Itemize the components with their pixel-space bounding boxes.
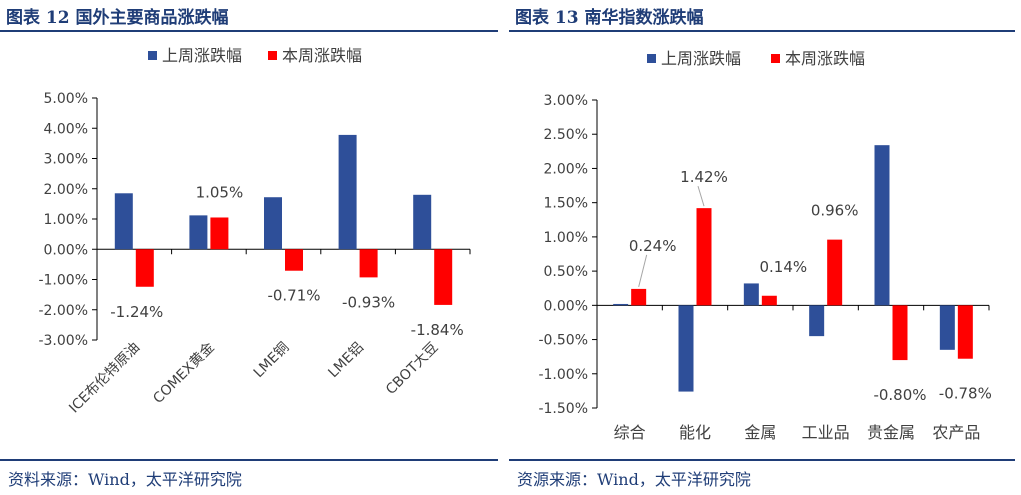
y-tick-label: -2.00%: [38, 303, 88, 319]
title-rule: [509, 30, 1015, 32]
legend-label: 本周涨跌幅: [282, 46, 362, 65]
data-label: -0.71%: [267, 287, 320, 305]
y-tick-label: -1.00%: [538, 367, 588, 383]
x-tick-label: 综合: [614, 423, 646, 442]
bar: [827, 239, 843, 306]
data-label: 1.42%: [680, 168, 728, 186]
x-tick-label: COMEX黄金: [150, 339, 218, 407]
data-label: -0.80%: [873, 386, 926, 404]
chart-title: 图表 12 国外主要商品涨跌幅: [6, 8, 229, 28]
chart-title: 图表 13 南华指数涨跌幅: [515, 8, 704, 28]
bar: [338, 134, 357, 250]
y-tick-label: -3.00%: [38, 333, 88, 349]
source-rule: [509, 459, 1015, 461]
y-tick-label: 5.00%: [44, 91, 88, 107]
bar: [359, 249, 378, 278]
y-tick-label: 1.00%: [544, 230, 588, 246]
data-label: 0.96%: [811, 202, 859, 220]
data-label: 1.05%: [196, 183, 244, 201]
bar: [743, 283, 759, 306]
source-rule: [0, 459, 498, 461]
x-tick-label: 工业品: [802, 423, 850, 442]
legend-swatch: [148, 51, 157, 60]
y-tick-label: -0.50%: [538, 333, 588, 349]
bar: [189, 215, 208, 250]
bar: [761, 295, 777, 306]
title-rule: [0, 30, 498, 32]
legend-swatch: [647, 54, 656, 63]
x-tick-label: 农产品: [932, 423, 980, 442]
y-tick-label: 0.00%: [44, 242, 88, 258]
label-leader: [638, 254, 648, 288]
y-tick-label: 0.50%: [544, 264, 588, 280]
bar: [874, 145, 890, 306]
bar: [434, 249, 453, 305]
bar: [413, 194, 432, 250]
bar: [264, 197, 282, 250]
legend-swatch: [771, 54, 780, 63]
commodities-bar-chart: 上周涨跌幅 本周涨跌幅 5.00% 4.00% 3.00% 2.00% 1.00% 0.00%…: [38, 46, 471, 417]
chart-panel-commodities: 图表 12 国外主要商品涨跌幅 上周涨跌幅 本周涨跌幅 5.00% 4.00% 3.00…: [0, 0, 498, 495]
y-tick-label: 2.00%: [44, 182, 88, 198]
y-tick-label: 3.00%: [544, 93, 588, 109]
bar: [809, 305, 825, 337]
label-leader: [697, 185, 705, 207]
data-label: 0.24%: [629, 237, 677, 255]
legend-label: 上周涨跌幅: [162, 46, 242, 65]
nanhua-bar-chart: 上周涨跌幅 本周涨跌幅 3.00% 2.50% 2.00% 1.50% 1.00% 0.50%…: [538, 49, 992, 442]
bar: [135, 249, 154, 287]
bar: [678, 305, 694, 392]
bar: [114, 193, 133, 250]
x-tick-label: LME铝: [325, 340, 367, 382]
data-label: -0.93%: [342, 293, 395, 311]
x-tick-label: CBOT大豆: [383, 340, 441, 398]
y-tick-label: 4.00%: [44, 121, 88, 137]
data-label: 0.14%: [760, 258, 808, 276]
bar: [892, 305, 908, 361]
y-tick-label: 1.50%: [544, 196, 588, 212]
x-tick-label: 金属: [744, 423, 776, 442]
y-tick-label: 0.00%: [544, 298, 588, 314]
x-tick-label: 能化: [679, 423, 711, 442]
y-tick-label: -1.00%: [38, 273, 88, 289]
bar: [696, 208, 712, 306]
bar: [939, 305, 955, 350]
bar: [631, 288, 647, 306]
x-tick-label: 贵金属: [867, 423, 915, 442]
chart-panel-nanhua-index: 图表 13 南华指数涨跌幅 上周涨跌幅 本周涨跌幅 3.00% 2.50% 2.00% 1…: [509, 0, 1021, 495]
y-tick-label: 2.00%: [544, 161, 588, 177]
legend-swatch: [268, 51, 277, 60]
legend-label: 本周涨跌幅: [785, 49, 865, 68]
y-tick-label: -1.50%: [538, 401, 588, 417]
source-note: 资料来源：Wind，太平洋研究院: [8, 470, 242, 489]
data-label: -1.24%: [110, 303, 163, 321]
bar: [957, 305, 973, 359]
source-note: 资源来源：Wind，太平洋研究院: [517, 470, 751, 489]
y-tick-label: 2.50%: [544, 127, 588, 143]
legend-label: 上周涨跌幅: [661, 49, 741, 68]
bar: [210, 217, 229, 250]
x-tick-label: ICE布伦特原油: [66, 340, 143, 417]
bar: [285, 249, 303, 271]
data-label: -1.84%: [411, 321, 464, 339]
y-tick-label: 3.00%: [44, 152, 88, 168]
bar: [613, 303, 629, 306]
x-tick-label: LME铜: [251, 340, 293, 382]
data-label: -0.78%: [939, 385, 992, 403]
y-tick-label: 1.00%: [44, 212, 88, 228]
